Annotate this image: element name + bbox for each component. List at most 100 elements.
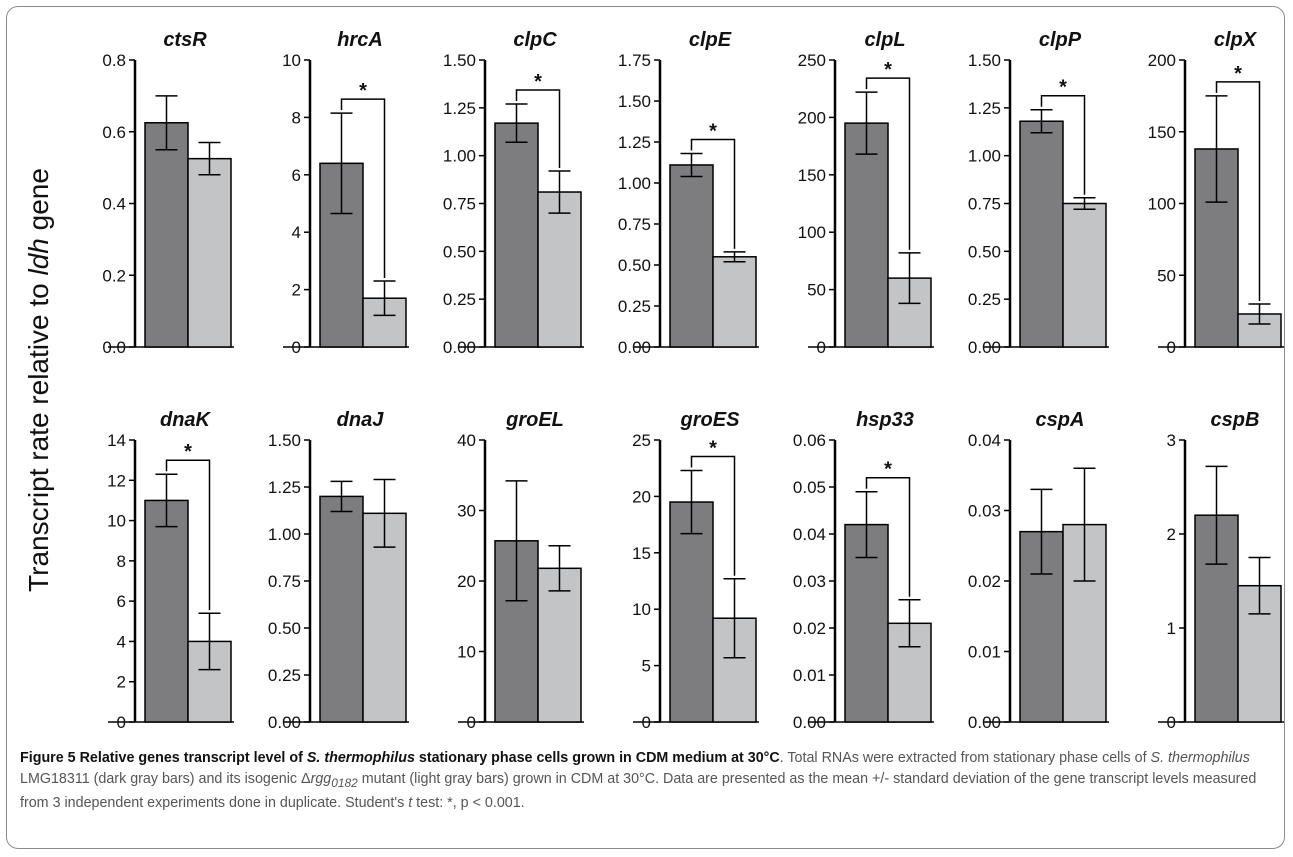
- y-tick-label: 0.04: [793, 525, 826, 544]
- y-tick-label: 150: [1148, 123, 1176, 142]
- significance-bracket: [690, 138, 736, 249]
- y-tick-label: 0.03: [793, 572, 826, 591]
- y-tick-label: 8: [117, 552, 126, 571]
- caption-body: . Total RNAs were extracted from station…: [20, 750, 1257, 811]
- y-tick-label: 0.0: [102, 338, 126, 357]
- y-tick-label: 0.00: [443, 338, 476, 357]
- y-tick-label: 10: [457, 643, 476, 662]
- panel-clpE: clpE 0.00 0.25 0.50 0.75 1.00 1.25 1.50 1.75 *: [618, 29, 759, 357]
- y-tick-label: 6: [117, 592, 126, 611]
- bar-wild-type: [669, 164, 714, 348]
- y-tick-label: 1.25: [268, 478, 301, 497]
- y-tick-label: 1.50: [968, 51, 1001, 70]
- y-tick-label: 20: [457, 572, 476, 591]
- bar-wild-type: [144, 122, 189, 348]
- panel-title: ctsR: [163, 29, 207, 51]
- y-tick-label: 250: [798, 51, 826, 70]
- panel-title: clpX: [1214, 29, 1258, 51]
- y-tick-label: 20: [632, 487, 651, 506]
- y-tick-label: 0.75: [268, 572, 301, 591]
- y-tick-label: 0.00: [793, 713, 826, 732]
- panel-title: clpC: [513, 29, 557, 51]
- y-tick-label: 0: [642, 713, 651, 732]
- y-tick-label: 3: [1167, 431, 1176, 450]
- figure-title: Relative genes transcript level of S. th…: [75, 750, 780, 766]
- y-tick-label: 150: [798, 166, 826, 185]
- y-tick-label: 0.00: [618, 338, 651, 357]
- y-tick-label: 0.75: [443, 195, 476, 214]
- y-tick-label: 1.00: [618, 174, 651, 193]
- significance-star: *: [709, 437, 717, 459]
- bar-wild-type: [319, 495, 364, 723]
- significance-star: *: [184, 441, 192, 463]
- y-tick-label: 30: [457, 502, 476, 521]
- significance-bracket: [690, 455, 736, 576]
- y-tick-label: 0: [1167, 338, 1176, 357]
- y-tick-label: 200: [798, 108, 826, 127]
- panel-title: hrcA: [337, 29, 383, 51]
- significance-star: *: [884, 59, 892, 81]
- y-tick-label: 10: [107, 512, 126, 531]
- y-tick-label: 1.50: [618, 92, 651, 111]
- panel-clpP: clpP 0.00 0.25 0.50 0.75 1.00 1.25 1.50 *: [968, 29, 1109, 357]
- y-tick-label: 1.00: [268, 525, 301, 544]
- significance-bracket: [165, 459, 211, 611]
- bar-wild-type: [144, 499, 189, 723]
- significance-star: *: [709, 120, 717, 142]
- panel-title: clpE: [689, 29, 732, 51]
- panel-title: groEL: [505, 409, 564, 431]
- significance-star: *: [1059, 77, 1067, 99]
- y-tick-label: 6: [292, 166, 301, 185]
- y-tick-label: 5: [642, 657, 651, 676]
- significance-bracket: [865, 77, 911, 250]
- significance-star: *: [884, 459, 892, 481]
- y-tick-label: 12: [107, 471, 126, 490]
- y-tick-label: 0.50: [268, 619, 301, 638]
- y-tick-label: 0.04: [968, 431, 1001, 450]
- y-axis-label: Transcript rate relative to ldh gene: [23, 168, 54, 592]
- panel-clpX: clpX 0 50 100 150 200 *: [1148, 29, 1284, 357]
- significance-star: *: [534, 71, 542, 93]
- bar-mutant: [712, 256, 757, 348]
- panel-hrcA: hrcA 0 2 4 6 8 10 *: [282, 29, 409, 357]
- panel-title: cspA: [1036, 409, 1085, 431]
- y-tick-label: 1.00: [968, 147, 1001, 166]
- y-tick-label: 1: [1167, 619, 1176, 638]
- significance-star: *: [1234, 63, 1242, 85]
- y-tick-label: 15: [632, 544, 651, 563]
- y-tick-label: 0.03: [968, 502, 1001, 521]
- y-tick-label: 100: [798, 223, 826, 242]
- y-tick-label: 0: [1167, 713, 1176, 732]
- panel-cspB: cspB 0 1 2 3: [1158, 409, 1284, 732]
- y-tick-label: 1.25: [443, 99, 476, 118]
- y-tick-label: 8: [292, 108, 301, 127]
- y-tick-label: 0.02: [793, 619, 826, 638]
- panel-title: clpL: [864, 29, 905, 51]
- panel-cspA: cspA 0.00 0.01 0.02 0.03 0.04: [968, 409, 1109, 732]
- panel-title: cspB: [1211, 409, 1260, 431]
- panel-hsp33: hsp33 0.00 0.01 0.02 0.03 0.04 0.05 0.06 *: [793, 409, 934, 732]
- bar-wild-type: [844, 122, 889, 348]
- y-tick-label: 50: [807, 281, 826, 300]
- significance-bracket: [515, 89, 561, 168]
- figure-panels: Transcript rate relative to ldh gene cts…: [23, 29, 1284, 732]
- y-tick-label: 0.06: [793, 431, 826, 450]
- y-tick-label: 1.75: [618, 51, 651, 70]
- panel-clpC: clpC 0.00 0.25 0.50 0.75 1.00 1.25 1.50 *: [443, 29, 584, 357]
- y-tick-label: 0.25: [268, 666, 301, 685]
- y-tick-label: 200: [1148, 51, 1176, 70]
- panel-clpL: clpL 0 50 100 150 200 250 *: [798, 29, 934, 357]
- y-tick-label: 0.4: [102, 195, 126, 214]
- panel-dnaK: dnaK 0 2 4 6 8 10 12 14 *: [107, 409, 234, 732]
- significance-bracket: [1040, 94, 1086, 195]
- y-tick-label: 14: [107, 431, 126, 450]
- panel-title: groES: [680, 409, 741, 431]
- y-tick-label: 0.8: [102, 51, 126, 70]
- y-tick-label: 0: [817, 338, 826, 357]
- y-tick-label: 1.50: [443, 51, 476, 70]
- bar-wild-type: [1019, 120, 1064, 348]
- y-tick-label: 10: [632, 600, 651, 619]
- y-tick-label: 0.50: [968, 242, 1001, 261]
- y-tick-label: 0: [467, 713, 476, 732]
- y-tick-label: 0.50: [618, 256, 651, 275]
